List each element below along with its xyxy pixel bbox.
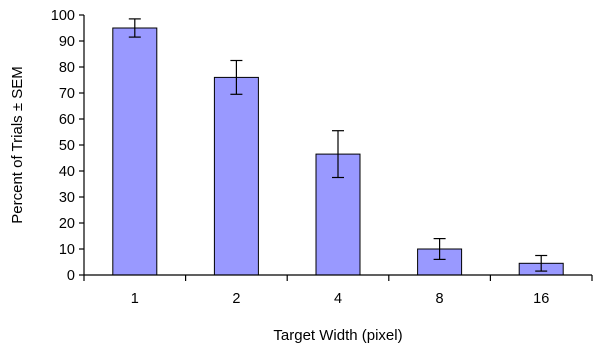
y-tick-label: 20 — [59, 216, 75, 232]
x-tick-label: 8 — [436, 291, 444, 307]
x-tick-label: 2 — [232, 291, 240, 307]
error-bar-16 — [535, 254, 548, 272]
y-tick-label: 50 — [59, 138, 75, 154]
x-axis-title: Target Width (pixel) — [273, 327, 402, 344]
error-bar-8 — [433, 238, 446, 260]
error-bar-1 — [128, 18, 141, 38]
bar-8 — [417, 248, 463, 276]
y-tick-label: 0 — [67, 268, 75, 284]
error-bar-2 — [230, 59, 243, 95]
x-tick-label: 16 — [533, 291, 549, 307]
x-ticks: 1 2 4 8 16 — [83, 275, 593, 307]
y-axis-title: Percent of Trials ± SEM — [9, 66, 26, 223]
bar-1 — [112, 27, 158, 276]
x-tick-label: 1 — [131, 291, 139, 307]
y-ticks: 0 10 20 30 40 50 60 70 80 90 100 — [51, 8, 84, 284]
y-tick-label: 10 — [59, 242, 75, 258]
bar-2 — [213, 76, 259, 276]
y-tick-label: 40 — [59, 164, 75, 180]
y-tick-label: 90 — [59, 34, 75, 50]
y-tick-label: 80 — [59, 60, 75, 76]
y-tick-label: 30 — [59, 190, 75, 206]
error-bars-layer — [128, 18, 548, 272]
y-tick-label: 100 — [51, 8, 75, 24]
y-tick-label: 60 — [59, 112, 75, 128]
x-tick-label: 4 — [334, 291, 342, 307]
error-bar-4 — [332, 130, 344, 179]
y-tick-label: 70 — [59, 86, 75, 102]
